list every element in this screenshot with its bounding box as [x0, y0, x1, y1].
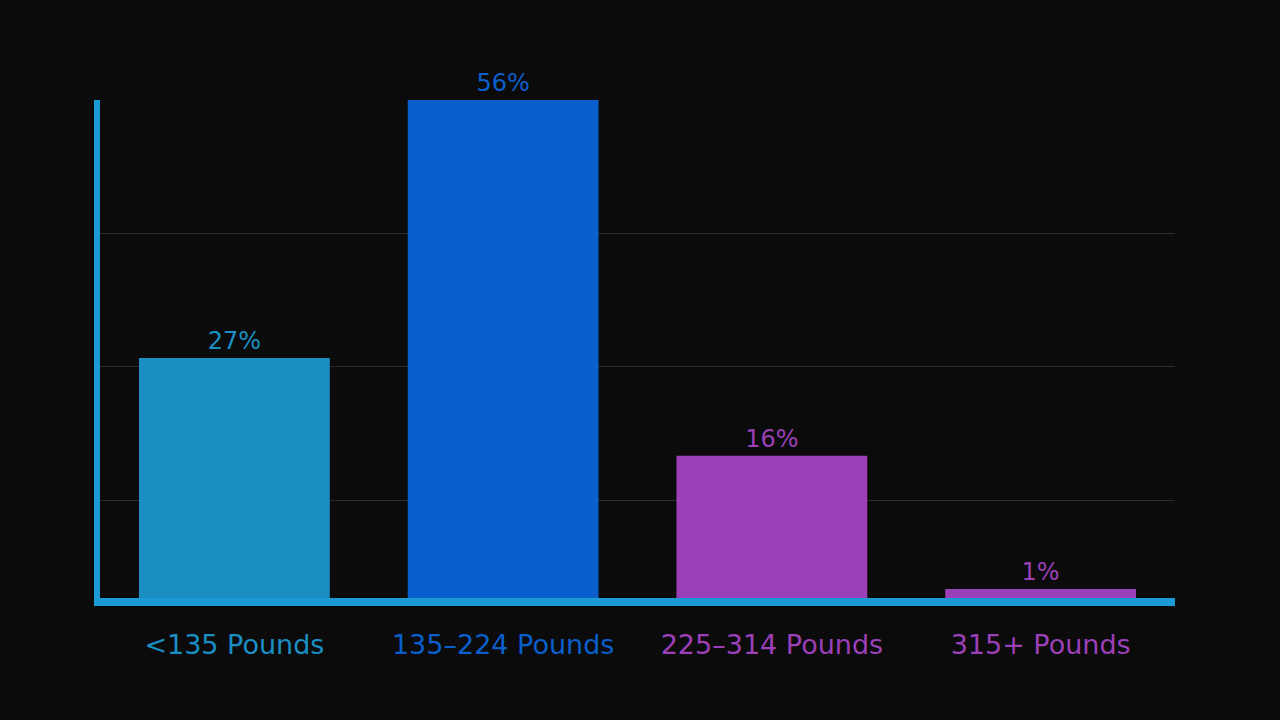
svg-text:1%: 1% [1022, 558, 1060, 586]
svg-text:16%: 16% [745, 425, 798, 453]
svg-text:<135 Pounds: <135 Pounds [144, 629, 324, 660]
svg-text:27%: 27% [208, 327, 261, 355]
svg-text:315+ Pounds: 315+ Pounds [951, 629, 1131, 660]
svg-text:135–224 Pounds: 135–224 Pounds [392, 629, 614, 660]
svg-text:225–314 Pounds: 225–314 Pounds [661, 629, 883, 660]
svg-text:56%: 56% [476, 69, 529, 97]
